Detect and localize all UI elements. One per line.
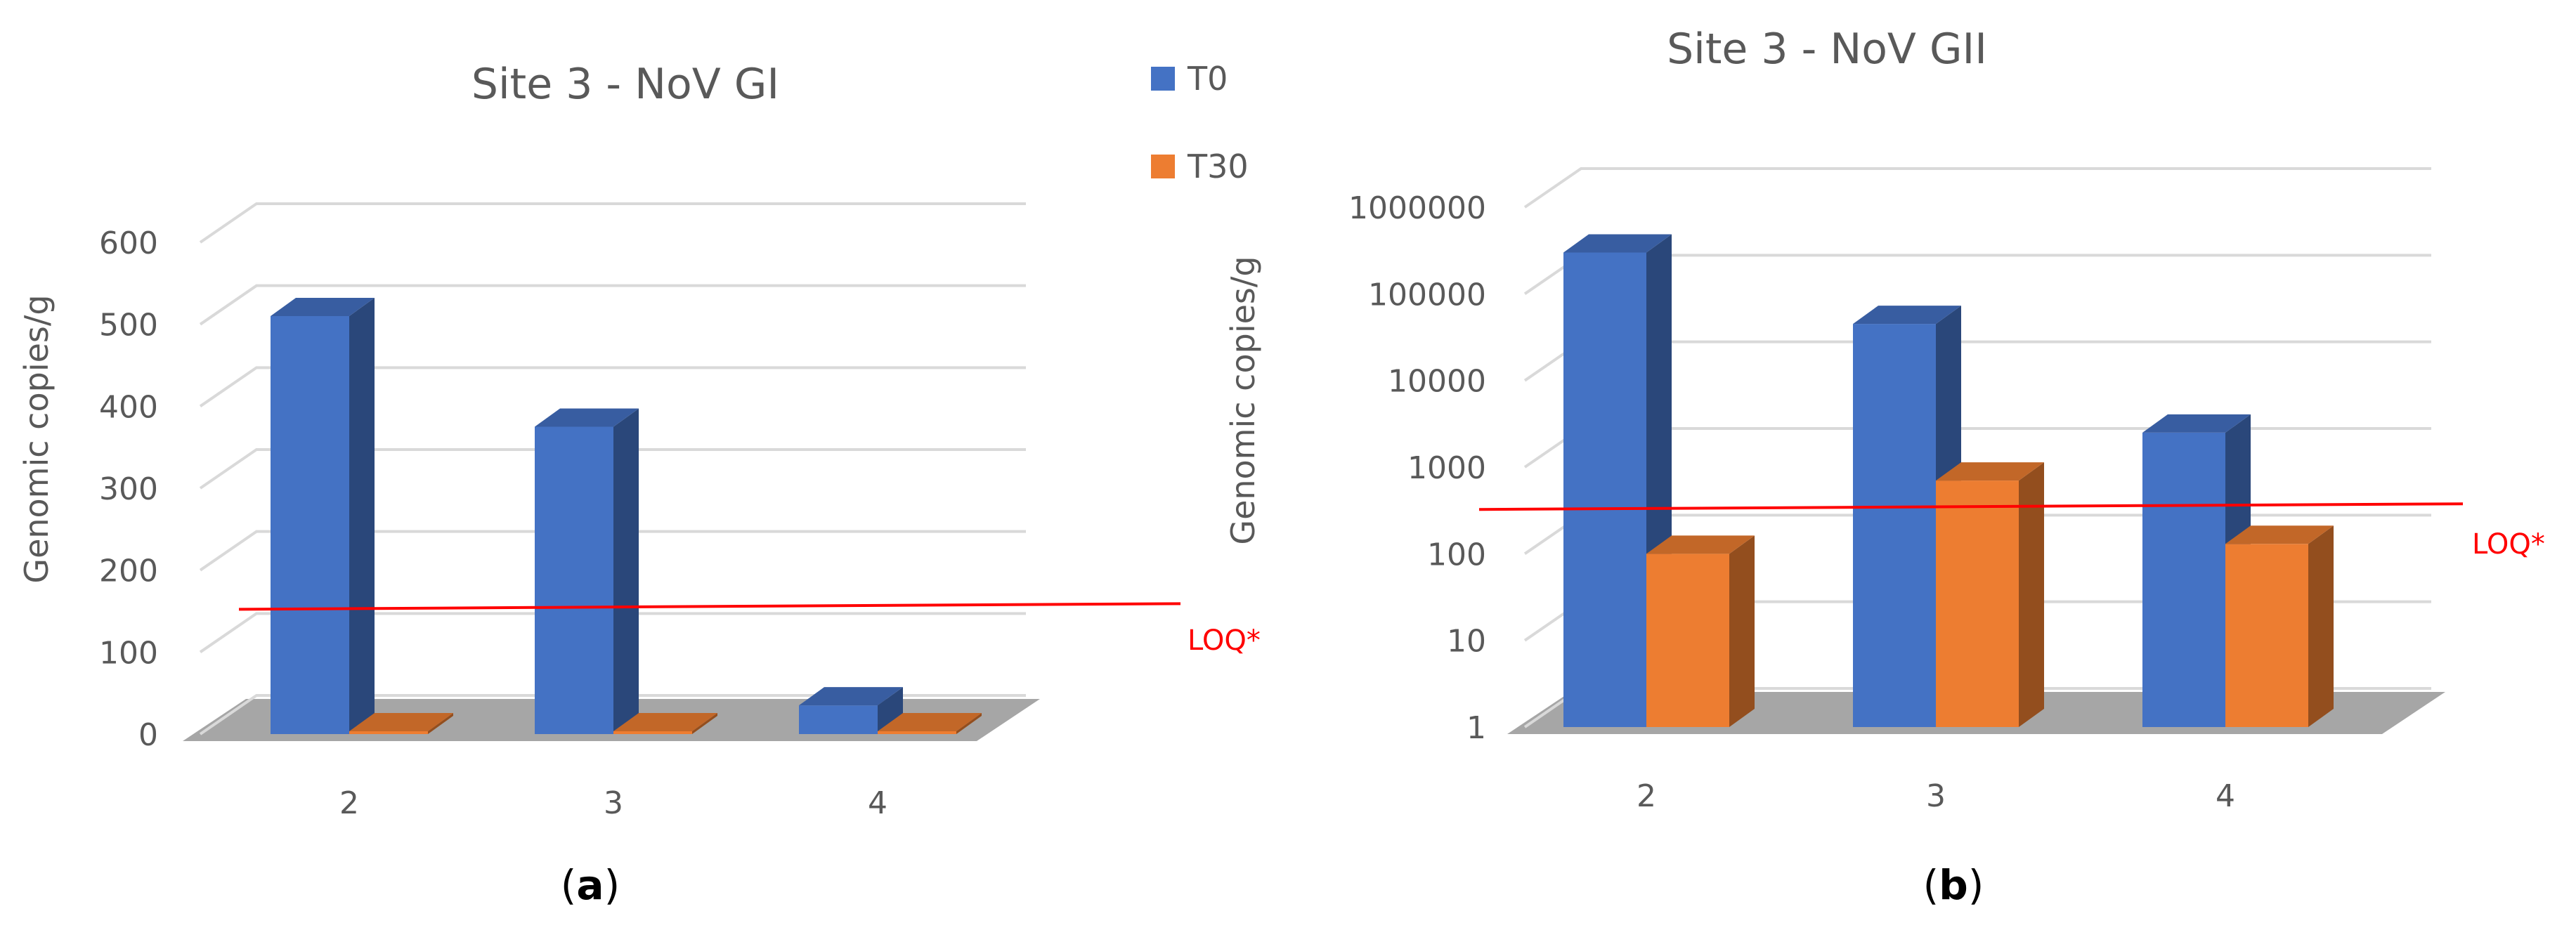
loq-label: LOQ* xyxy=(2472,528,2545,561)
y-tick-label: 1000000 xyxy=(1348,190,1486,226)
bar-top-t30-4 xyxy=(878,713,982,731)
loq-line: LOQ* xyxy=(238,602,1261,657)
gridline xyxy=(199,694,1026,735)
legend-swatch-t30 xyxy=(1151,155,1175,178)
chart-panel-b: 1 10 100 1000 10000 100000 1000000 LOQ* 2 3 4 Si… xyxy=(1224,25,2545,909)
bars xyxy=(271,298,982,734)
legend-swatch-t0 xyxy=(1151,67,1175,91)
panel-label-letter: a xyxy=(576,861,604,909)
loq-line-segment xyxy=(238,602,1181,611)
gridlines xyxy=(199,202,1026,735)
gridline xyxy=(199,612,1026,653)
gridline xyxy=(199,448,1026,490)
bar-side-t30-2 xyxy=(1729,535,1755,727)
gridline xyxy=(199,530,1026,572)
x-tick-label: 2 xyxy=(1637,778,1656,814)
bar-side-t30-3 xyxy=(2019,462,2044,727)
legend: T0 T30 xyxy=(1151,60,1249,185)
bar-top-t0-3 xyxy=(535,408,639,427)
panel-label-letter: b xyxy=(1939,861,1968,909)
gridline xyxy=(199,284,1026,326)
gridline xyxy=(199,366,1026,407)
bar-top-t30-4 xyxy=(2225,525,2334,544)
y-tick-label: 1 xyxy=(1466,710,1486,746)
chart-title: Site 3 - NoV GII xyxy=(1667,25,1987,74)
y-tick-label: 10 xyxy=(1447,624,1486,660)
bar-t30-4 xyxy=(878,731,956,734)
gridline xyxy=(1523,167,2431,209)
bar-top-t0-2 xyxy=(1563,234,1672,253)
bar-side-t0-4 xyxy=(878,687,903,734)
bar-t0-3 xyxy=(535,426,613,734)
bar-t30-2 xyxy=(349,731,428,734)
loq-line: LOQ* xyxy=(1478,502,2545,561)
bar-t0-4 xyxy=(2142,432,2225,727)
bar-t30-3 xyxy=(613,731,692,734)
y-tick-label: 100 xyxy=(99,635,158,671)
y-axis-label: Genomic copies/g xyxy=(18,294,56,583)
x-tick-label: 3 xyxy=(1926,778,1946,814)
bar-side-t0-3 xyxy=(613,408,639,734)
y-tick-label: 400 xyxy=(99,389,158,425)
chart-panel-a: 0 100 200 300 400 500 600 LOQ* 2 3 4 Site 3 - No… xyxy=(18,60,1261,909)
x-tick-label: 4 xyxy=(2216,778,2235,814)
panel-label: (a) xyxy=(561,861,620,909)
bar-top-t0-3 xyxy=(1853,306,1961,325)
panel-label: (b) xyxy=(1923,861,1984,909)
x-tick-label: 2 xyxy=(339,785,359,821)
loq-label: LOQ* xyxy=(1188,624,1261,657)
bar-side-t30-2 xyxy=(428,713,453,734)
bar-top-t0-4 xyxy=(799,687,903,706)
y-tick-label: 0 xyxy=(138,717,158,753)
y-tick-label: 100 xyxy=(1427,537,1486,573)
bar-t0-2 xyxy=(1563,252,1646,727)
bar-top-t30-3 xyxy=(613,713,717,731)
y-tick-label: 600 xyxy=(99,225,158,261)
y-tick-label: 500 xyxy=(99,308,158,344)
bars xyxy=(1563,234,2334,728)
loq-line-segment xyxy=(1478,502,2464,511)
bar-t30-4 xyxy=(2225,544,2308,727)
y-tick-label: 1000 xyxy=(1407,450,1486,486)
chart-title: Site 3 - NoV GI xyxy=(471,60,779,109)
bar-top-t30-2 xyxy=(1646,535,1755,554)
bar-t0-4 xyxy=(799,705,878,734)
bar-t0-3 xyxy=(1853,324,1936,728)
x-tick-labels: 2 3 4 xyxy=(1637,778,2235,814)
bar-top-t30-2 xyxy=(349,713,453,731)
bar-side-t30-4 xyxy=(2308,525,2334,727)
y-tick-labels: 1 10 100 1000 10000 100000 1000000 xyxy=(1348,190,1486,746)
x-tick-label: 4 xyxy=(868,785,887,821)
y-tick-label: 10000 xyxy=(1388,364,1486,400)
bar-top-t30-3 xyxy=(1936,462,2044,481)
gridline xyxy=(199,202,1026,244)
y-tick-label: 200 xyxy=(99,554,158,589)
bar-side-t30-3 xyxy=(692,713,717,734)
legend-label-t30: T30 xyxy=(1187,148,1249,185)
legend-label-t0: T0 xyxy=(1187,60,1228,98)
bar-t30-3 xyxy=(1936,480,2019,727)
bar-top-t0-4 xyxy=(2142,414,2251,433)
y-axis-label: Genomic copies/g xyxy=(1224,256,1262,544)
y-tick-label: 300 xyxy=(99,471,158,507)
bar-top-t0-2 xyxy=(271,298,375,316)
x-tick-labels: 2 3 4 xyxy=(339,785,887,821)
bar-t0-2 xyxy=(271,316,349,734)
bar-t30-2 xyxy=(1646,554,1729,727)
y-tick-labels: 0 100 200 300 400 500 600 xyxy=(99,225,158,753)
y-tick-label: 100000 xyxy=(1368,277,1486,313)
bar-side-t0-2 xyxy=(349,298,375,734)
bar-side-t30-4 xyxy=(956,713,982,734)
x-tick-label: 3 xyxy=(604,785,623,821)
